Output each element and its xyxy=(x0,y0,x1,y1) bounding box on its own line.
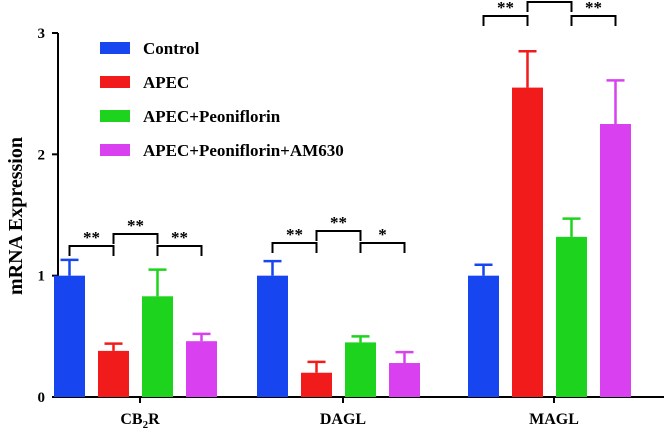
significance-label: * xyxy=(378,225,387,244)
significance-label: ** xyxy=(541,0,558,3)
bar xyxy=(468,275,499,397)
significance-bracket xyxy=(482,15,529,26)
y-axis-label: mRNA Expression xyxy=(5,137,27,295)
bars-layer xyxy=(54,49,631,397)
significance-label: ** xyxy=(83,228,100,247)
y-tick-label: 1 xyxy=(38,269,46,285)
bar xyxy=(556,236,587,397)
legend-label: APEC+Peoniflorin xyxy=(143,107,281,126)
significance-bracket xyxy=(68,245,115,256)
significance-label: ** xyxy=(585,0,602,17)
x-tick-label: DAGL xyxy=(320,411,366,428)
bar xyxy=(98,350,129,397)
bar xyxy=(54,275,85,397)
legend-label: APEC xyxy=(143,73,189,92)
significance-label: ** xyxy=(497,0,514,17)
bar xyxy=(600,124,631,397)
significance-bracket xyxy=(271,242,318,253)
legend-swatch xyxy=(100,144,130,156)
significance-bracket xyxy=(156,245,203,256)
significance-bracket xyxy=(315,230,362,241)
significance-label: ** xyxy=(171,228,188,247)
y-tick-label: 0 xyxy=(38,390,46,406)
legend-label: APEC+Peoniflorin+AM630 xyxy=(143,141,344,160)
legend-label: Control xyxy=(143,39,200,58)
significance-label: ** xyxy=(127,216,144,235)
x-tick-label: CB2R xyxy=(120,411,160,431)
y-tick-label: 2 xyxy=(38,147,46,163)
bar xyxy=(142,296,173,397)
bar xyxy=(301,372,332,397)
bar xyxy=(257,275,288,397)
bar xyxy=(186,341,217,397)
legend-swatch xyxy=(100,76,130,88)
significance-label: ** xyxy=(330,213,347,232)
significance-label: ** xyxy=(286,225,303,244)
legend-swatch xyxy=(100,110,130,122)
bar xyxy=(512,87,543,397)
significance-bracket xyxy=(359,242,406,253)
bar xyxy=(345,342,376,397)
x-tick-label: MAGL xyxy=(529,411,579,428)
legend: Control APEC APEC+Peoniflorin APEC+Peoniflo… xyxy=(100,39,344,160)
y-tick-label: 3 xyxy=(38,26,46,42)
significance-bracket xyxy=(526,1,573,12)
bar xyxy=(389,363,420,397)
significance-layer: ***************** xyxy=(68,0,617,256)
legend-swatch xyxy=(100,42,130,54)
significance-bracket xyxy=(112,233,159,244)
significance-bracket xyxy=(570,15,617,26)
